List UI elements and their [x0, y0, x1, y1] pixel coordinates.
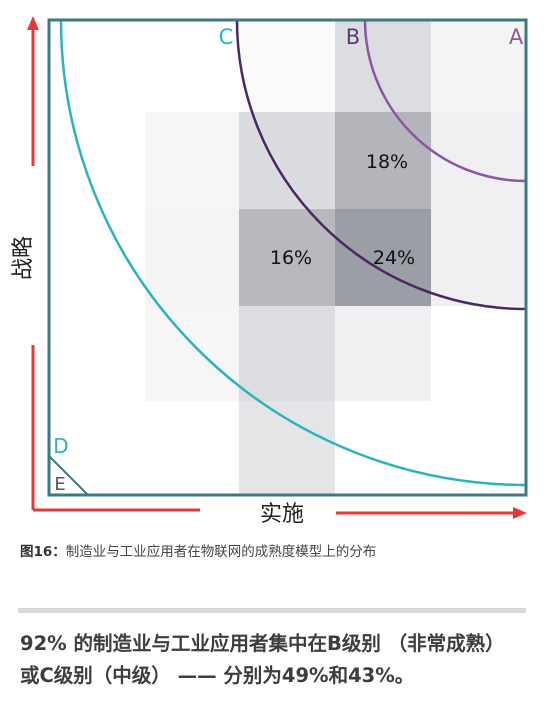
- summary-text: 92% 的制造业与工业应用者集中在B级别 （非常成熟）或C级别（中级） —— 分…: [20, 632, 505, 687]
- grid-cell: [239, 401, 335, 495]
- grid-cell: [335, 306, 431, 401]
- grid-cell: [239, 20, 335, 112]
- grid-cell: [431, 20, 526, 112]
- grid-cell: [145, 306, 239, 401]
- diagram-frame: [47, 18, 528, 497]
- x-axis-arrow-head: [513, 507, 527, 519]
- zone-label-b: B: [346, 25, 360, 49]
- divider: [18, 608, 526, 613]
- grid-cell: [335, 20, 431, 112]
- grid-cell: [239, 306, 335, 401]
- percent-label-24: 24%: [373, 247, 415, 269]
- zone-label-a: A: [509, 25, 524, 49]
- grid-cell: [145, 209, 239, 306]
- y-axis-arrow-head: [27, 16, 39, 30]
- maturity-model-diagram: 战略 实施 C B A D E 18% 16% 24%: [11, 16, 528, 527]
- figure-caption: 图16：制造业与工业应用者在物联网的成熟度模型上的分布: [20, 540, 376, 560]
- heatmap-grid: [49, 20, 526, 495]
- figure-number: 图16：: [20, 544, 66, 560]
- grid-cell: [239, 112, 335, 209]
- percent-label-18: 18%: [366, 151, 408, 173]
- y-axis-label: 战略: [11, 236, 36, 280]
- grid-cell: [145, 112, 239, 209]
- figure-caption-text: 制造业与工业应用者在物联网的成熟度模型上的分布: [65, 544, 377, 560]
- x-axis-label: 实施: [260, 502, 304, 527]
- percent-label-16: 16%: [270, 247, 312, 269]
- zone-label-d: D: [53, 434, 68, 458]
- arc-level-e: [49, 455, 89, 495]
- zone-label-e: E: [54, 474, 65, 495]
- grid-cell-24: [335, 209, 431, 306]
- zone-label-c: C: [219, 25, 234, 49]
- grid-cell: [431, 209, 526, 306]
- grid-cell-18: [335, 112, 431, 209]
- grid-cell-16: [239, 209, 335, 306]
